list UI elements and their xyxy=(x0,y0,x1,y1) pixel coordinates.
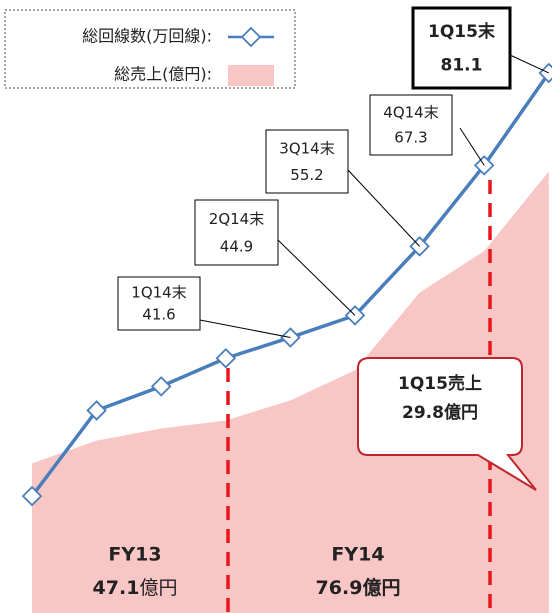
fy-number: 76.9 xyxy=(316,577,363,599)
label-box xyxy=(194,199,279,266)
leader-line xyxy=(459,127,485,166)
point-value: 44.9 xyxy=(220,237,253,255)
callout-title: 1Q15売上 xyxy=(398,373,482,394)
fy-unit: 億円 xyxy=(139,577,177,599)
point-marker xyxy=(538,62,552,84)
legend-swatch xyxy=(228,65,274,86)
leader-line xyxy=(277,239,356,316)
label-box xyxy=(411,6,512,90)
leader-line xyxy=(509,54,550,74)
point-marker xyxy=(21,485,43,507)
fy-label: FY13 xyxy=(108,544,161,566)
legend-marker xyxy=(240,26,262,48)
point-label: 4Q14末 xyxy=(383,104,438,122)
point-label: 1Q14末 xyxy=(131,283,186,301)
fy-label: FY14 xyxy=(331,544,384,566)
point-marker xyxy=(215,347,237,369)
fy-unit: 億円 xyxy=(362,576,400,599)
point-label: 1Q15末 xyxy=(428,21,496,42)
point-marker xyxy=(86,400,107,421)
label-box xyxy=(265,129,349,194)
legend-label: 総回線数(万回線): xyxy=(82,27,212,46)
callout-unit: 億円 xyxy=(444,402,478,423)
callout-value: 29.8億円 xyxy=(402,402,478,423)
fy-total: 76.9億円 xyxy=(316,576,401,599)
point-value: 55.2 xyxy=(290,166,323,184)
point-value: 67.3 xyxy=(394,129,427,147)
leader-line xyxy=(347,169,420,247)
point-marker xyxy=(473,155,495,176)
legend-label: 総売上(億円): xyxy=(114,65,212,84)
callout-box xyxy=(357,357,537,491)
point-marker xyxy=(150,376,172,397)
label-box xyxy=(117,276,201,331)
label-box xyxy=(369,94,453,156)
leader-line xyxy=(199,319,291,338)
point-label: 3Q14末 xyxy=(279,139,334,157)
sales-area xyxy=(32,171,549,613)
fy-number: 47.1 xyxy=(93,577,140,599)
fy-total: 47.1億円 xyxy=(93,577,178,599)
point-marker xyxy=(280,327,301,348)
point-value: 41.6 xyxy=(142,306,175,324)
point-label: 2Q14末 xyxy=(209,210,264,228)
callout-number: 29.8 xyxy=(402,403,444,423)
point-value: 81.1 xyxy=(441,56,483,76)
